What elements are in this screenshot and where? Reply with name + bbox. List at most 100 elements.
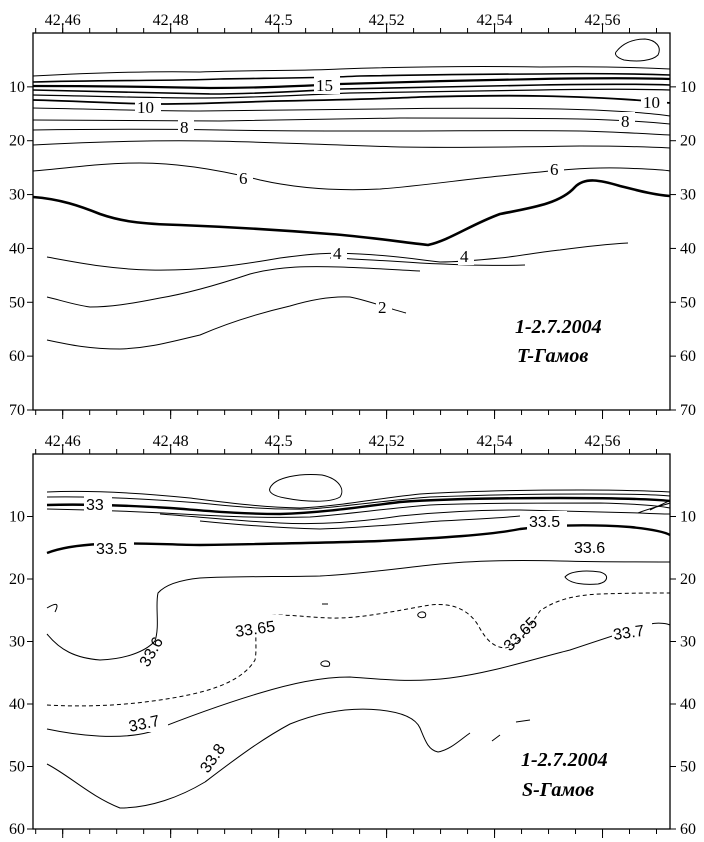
contour-line-upper-5 [32,88,671,99]
y-tick-label-left: 30 [9,187,25,204]
y-tick-label-left: 50 [9,759,25,776]
temperature-panel-date: 1-2.7.2004 [515,316,602,338]
y-tick-label-left: 40 [9,696,25,713]
contour-line-closed-top [269,474,343,502]
label-mask [572,537,612,557]
contour-line-closed-right [564,570,607,585]
contour-line-4b [329,257,526,266]
x-tick-label: 42.46 [45,433,81,450]
salinity-axis-ticks [27,445,676,838]
y-tick-label-right: 20 [680,571,696,588]
label-mask [84,494,112,514]
y-tick-label-right: 70 [680,402,696,419]
contour-line-upper-1 [32,66,671,77]
y-tick-label-right: 60 [680,821,696,838]
contour-label-6-right: 6 [550,160,559,179]
y-tick-label-left: 60 [9,348,25,365]
y-tick-label-right: 40 [680,696,696,713]
contour-label-15: 15 [316,76,333,95]
contour-line-right-stub [637,499,671,514]
y-tick-label-right: 50 [680,759,696,776]
contour-line-33-c [159,509,671,525]
y-tick-label-right: 60 [680,348,696,365]
y-tick-label-right: 30 [680,187,696,204]
x-tick-label: 42.56 [585,433,621,450]
temperature-panel-title: T-Гамов [517,345,588,367]
label-mask [376,298,392,316]
label-mask [135,98,161,116]
contour-line-33-6 [46,559,671,661]
y-tick-label-left: 20 [9,133,25,150]
contour-line-33-b [46,502,671,518]
contour-label-4-left: 4 [333,244,342,263]
label-mask [619,112,635,130]
label-mask [237,169,253,187]
contour-line-surface-1 [46,489,671,509]
contour-line-33 [46,496,671,516]
contour-line-7 [32,128,671,136]
x-tick-label: 42.56 [585,12,621,29]
label-mask [314,76,340,94]
contour-label-33-5-left: 33.5 [96,541,127,558]
x-tick-label: 42.46 [45,12,81,29]
contour-line-33-65 [46,592,671,707]
contour-line-2 [46,296,407,350]
label-mask [234,615,284,635]
contour-label-33-8: 33.8 [197,741,229,776]
contour-label-4-right: 4 [460,247,469,266]
y-tick-label-right: 30 [680,634,696,651]
y-tick-label-right: 50 [680,294,696,311]
contour-label-8-left: 8 [180,118,189,137]
contour-label-33-7-left: 33.7 [127,713,161,736]
contour-label-33-5-right: 33.5 [529,514,560,531]
contour-label-33-7-right: 33.7 [612,623,645,644]
y-tick-label-left: 70 [9,402,25,419]
label-mask [128,712,168,732]
contour-line-6 [32,162,671,191]
y-tick-label-right: 10 [680,79,696,96]
contour-line-4 [46,242,629,271]
y-tick-label-left: 10 [9,509,25,526]
contour-line-upper-2 [32,72,671,83]
contour-label-8-right: 8 [621,112,630,131]
label-mask [94,538,134,558]
contour-line-7b [32,140,671,149]
contour-line-8 [32,117,671,125]
label-mask [527,511,567,531]
contour-label-33-65-left: 33.65 [234,619,276,641]
x-tick-label: 42.5 [265,12,293,29]
x-tick-label: 42.5 [265,433,293,450]
contour-label-10-left: 10 [137,98,154,117]
contour-line-33-8 [46,708,471,809]
contour-label-33-6-right: 33.6 [574,540,605,557]
contour-line-upper-3 [32,77,671,90]
contour-line-tiny-marks [320,603,531,742]
label-mask [178,118,194,136]
contour-line-3 [46,266,421,308]
y-tick-label-left: 40 [9,240,25,257]
salinity-panel-date: 1-2.7.2004 [521,749,608,771]
temperature-contour-lines [32,38,671,350]
contour-label-33: 33 [86,497,104,514]
label-mask [641,93,667,111]
contour-line-33-d [199,515,521,530]
y-tick-label-right: 20 [680,133,696,150]
y-tick-label-left: 30 [9,634,25,651]
contour-label-10-right: 10 [643,93,660,112]
contour-line-upper-4 [32,83,671,95]
label-mask [458,247,474,265]
salinity-panel: 42.46 42.48 42.5 42.52 42.54 42.56 10 10 20 20 30 3… [9,433,696,838]
x-tick-label: 42.48 [153,433,189,450]
contour-label-2: 2 [378,298,387,317]
y-tick-label-right: 10 [680,509,696,526]
label-mask [331,244,347,262]
label-mask [612,620,652,640]
y-tick-label-left: 10 [9,79,25,96]
x-tick-label: 42.52 [369,433,405,450]
contour-line-surface-2 [46,493,671,510]
temperature-contour-labels: 15 10 10 8 8 6 6 4 4 2 [135,76,667,317]
contour-label-33-6-left: 33.6 [137,634,167,670]
y-tick-label-right: 40 [680,240,696,257]
salinity-contour-labels: 33 33.5 33.5 33.6 33.6 33.65 33.65 33.7 … [84,494,652,776]
